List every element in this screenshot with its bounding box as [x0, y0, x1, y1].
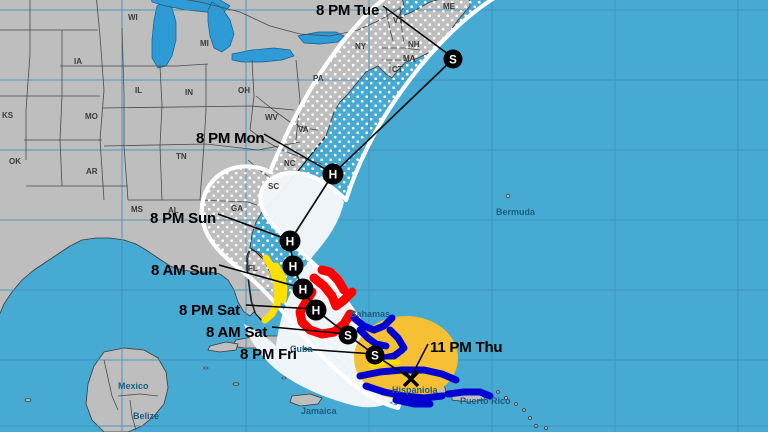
geo-label-mi: MI: [200, 39, 209, 48]
svg-text:S: S: [371, 351, 379, 363]
marker-h-sat-pm: H: [305, 299, 327, 321]
marker-s-fri: S: [365, 345, 385, 365]
svg-text:S: S: [449, 55, 457, 67]
geo-label-nc: NC: [284, 159, 296, 168]
geo-label-mexico: Mexico: [118, 381, 149, 391]
geo-label-bermuda: Bermuda: [496, 207, 536, 217]
forecast-time-label-tue: 8 PM Tue: [316, 2, 380, 19]
track-markers-group: S S S H H H H H: [279, 49, 463, 388]
lesser-antilles-group: [496, 390, 548, 430]
geo-label-ks: KS: [2, 111, 14, 120]
svg-text:H: H: [289, 260, 298, 274]
geo-label-bahamas: Bahamas: [350, 309, 391, 319]
lake-huron: [207, 1, 235, 53]
geo-label-puerto-rico: Puerto Rico: [460, 396, 511, 406]
leader-fri: [302, 348, 375, 355]
geo-label-sc: SC: [268, 182, 280, 191]
forecast-time-label-sun_am: 8 AM Sun: [151, 262, 218, 279]
geo-label-wi: WI: [128, 13, 138, 22]
marker-h-sun-am: H: [292, 278, 314, 300]
leader-mon: [263, 133, 333, 174]
forecast-time-label-thu: 11 PM Thu: [430, 339, 503, 356]
geo-label-in: IN: [185, 88, 193, 97]
geo-label-al: AL: [168, 206, 179, 215]
marker-h-mon: H: [322, 163, 344, 185]
leader-tue: [382, 5, 453, 58]
geo-label-ar: AR: [86, 167, 98, 176]
current-position-uncertainty-disk: [354, 316, 458, 400]
geo-label-nh: NH: [408, 40, 420, 49]
marker-h-mid: H: [279, 230, 301, 252]
geo-label-mo: MO: [85, 112, 98, 121]
leader-sat-pm: [245, 304, 316, 310]
marker-h-sun-pm: H: [282, 255, 304, 277]
current-position-x-marker: [402, 370, 420, 388]
bermuda-island: [505, 193, 511, 199]
geo-label-belize: Belize: [133, 411, 160, 421]
svg-text:H: H: [286, 235, 295, 249]
svg-text:H: H: [299, 283, 308, 297]
yucatan-peninsula: [85, 347, 169, 432]
marker-s-sat-am: S: [338, 325, 358, 345]
geo-label-me: ME: [443, 2, 455, 11]
leader-thu: [410, 343, 429, 378]
lake-michigan: [151, 1, 177, 69]
leader-sat-am: [271, 326, 348, 335]
geo-label-pa: PA: [313, 74, 324, 83]
forecast-time-label-sun_pm: 8 PM Sun: [150, 210, 216, 227]
label-leader-lines: [217, 5, 453, 378]
geo-label-ia: IA: [74, 57, 82, 66]
geo-label-ma: MA: [403, 54, 416, 63]
geo-label-il: IL: [135, 86, 143, 95]
forecast-time-label-fri: 8 PM Fri: [240, 346, 297, 363]
svg-text:S: S: [344, 331, 352, 343]
jamaica-island: [289, 393, 323, 407]
island-speck-b: [281, 376, 287, 380]
svg-text:H: H: [312, 304, 321, 318]
geo-label-jamaica: Jamaica: [301, 406, 337, 416]
geo-label-ny: NY: [355, 42, 367, 51]
geo-label-tn: TN: [176, 152, 187, 161]
geo-label-vt: VT: [393, 16, 404, 25]
island-speck-a: [232, 382, 240, 386]
lake-erie: [231, 47, 295, 63]
geo-label-fl: FL: [248, 264, 258, 273]
geo-label-cuba: Cuba: [290, 344, 313, 354]
geo-label-hispaniola: Hispaniola: [392, 385, 438, 395]
leader-sun-am: [218, 264, 303, 289]
geo-label-ok: OK: [9, 157, 21, 166]
geo-label-oh: OH: [238, 86, 250, 95]
cuba-west-tip: [207, 341, 239, 353]
geo-label-wv: WV: [265, 113, 278, 122]
geo-label-ga: GA: [231, 204, 243, 213]
geo-label-ms: MS: [131, 205, 143, 214]
cone-outline-overlay: [199, 0, 495, 410]
island-speck-d: [203, 366, 209, 370]
marker-s-tue: S: [443, 49, 463, 69]
geo-label-va: VA: [298, 125, 309, 134]
svg-text:H: H: [329, 168, 338, 182]
leader-sun-pm: [217, 213, 290, 241]
island-speck-c: [24, 398, 32, 402]
forecast-time-label-mon: 8 PM Mon: [196, 130, 265, 147]
geo-label-ct: CT: [392, 65, 403, 74]
forecast-time-label-sat_pm: 8 PM Sat: [179, 302, 240, 319]
forecast-time-label-sat_am: 8 AM Sat: [206, 324, 268, 341]
